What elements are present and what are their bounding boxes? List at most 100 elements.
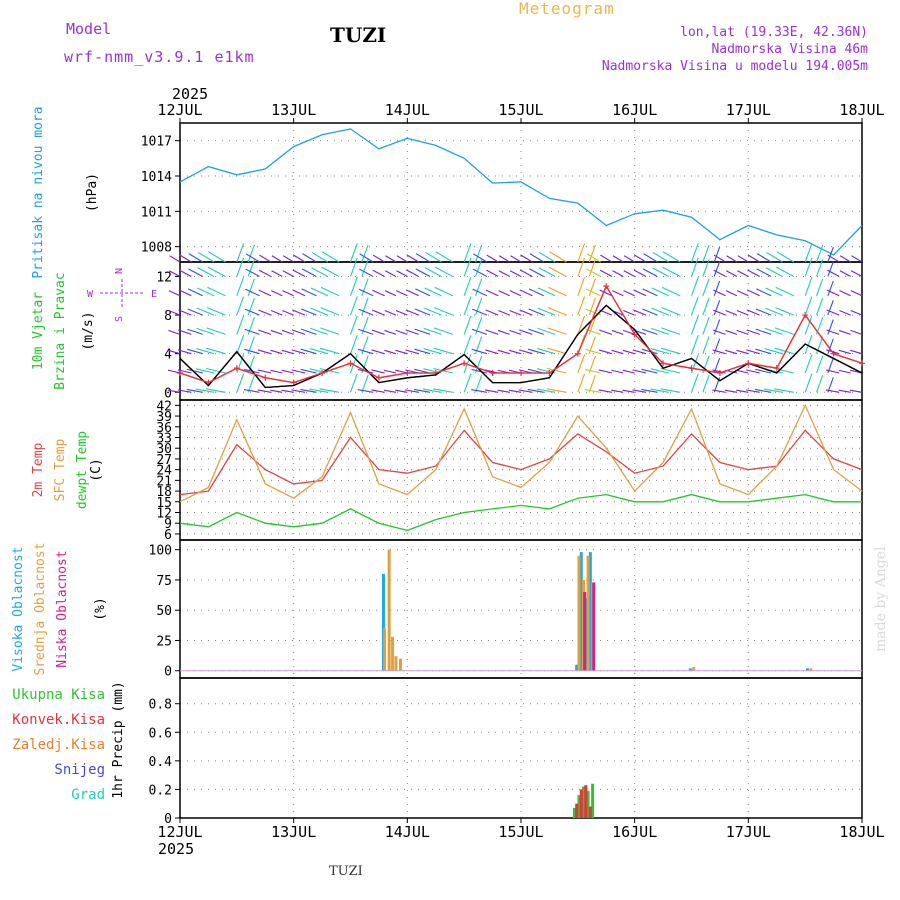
wind-arrow [600, 254, 613, 263]
wind-arrow [300, 348, 317, 355]
wind-arrow [196, 307, 215, 316]
wind-arrow [538, 251, 556, 263]
compass-n-label: N [114, 268, 125, 274]
wind-arrow [661, 327, 681, 335]
y-tick-label: 0.8 [149, 698, 172, 713]
wind-arrow [498, 290, 510, 297]
wind-arrow [641, 328, 658, 335]
wind-arrow [291, 389, 306, 393]
y-axis-label: (C) [89, 458, 104, 481]
wind-arrow [660, 347, 681, 355]
wind-arrow [804, 257, 813, 277]
wind-arrow [546, 388, 567, 393]
wind-arrow [826, 369, 840, 374]
wind-arrow [641, 348, 658, 355]
wind-arrow [302, 253, 317, 263]
wind-arrow [538, 267, 556, 277]
wind-arrow [650, 348, 669, 355]
wind-arrow [588, 317, 596, 335]
wind-arrow [850, 270, 863, 277]
wind-arrow [509, 309, 522, 316]
panel-frame [179, 539, 863, 679]
wind-arrow [179, 254, 192, 263]
wind-arrow [713, 261, 721, 277]
series-line-sfc-temp [179, 403, 863, 503]
wind-arrow [372, 269, 385, 277]
wind-arrow [463, 257, 472, 277]
wind-arrow [756, 268, 772, 277]
wind-arrow [736, 389, 749, 393]
wind-arrow [206, 347, 226, 355]
wind-arrow [371, 369, 385, 374]
meteogram-title: Meteogram [519, 0, 615, 18]
bar-konvek.kisa [579, 789, 583, 818]
wind-arrow [599, 289, 613, 297]
wind-arrow [384, 349, 397, 355]
wind-arrow [473, 253, 488, 263]
wind-arrow [509, 270, 522, 277]
wind-arrow [310, 307, 328, 316]
wind-arrow [632, 349, 647, 355]
wind-arrow [826, 309, 840, 316]
wind-arrow [736, 349, 749, 355]
y-tick-label: 12 [156, 270, 172, 285]
wind-arrow [850, 309, 863, 316]
wind-arrow [168, 309, 181, 316]
wind-arrow [300, 368, 317, 374]
bar-srednja-oblacnost [577, 555, 581, 671]
wind-arrow [586, 253, 601, 263]
wind-arrow [196, 348, 215, 355]
wind-arrow [271, 255, 283, 263]
x-tick-label-bottom: 15JUL [498, 823, 543, 841]
wind-arrow [702, 278, 710, 296]
wind-gust-line [179, 284, 863, 384]
wind-arrow [257, 389, 272, 393]
y-axis-label: (m/s) [81, 311, 96, 350]
wind-arrow [358, 308, 374, 316]
y-axis-label: Niska Oblacnost [55, 550, 70, 667]
wind-arrow [433, 327, 453, 335]
wind-arrow [652, 251, 670, 263]
wind-arrow [536, 368, 556, 374]
wind-arrow [547, 307, 567, 316]
wind-arrow [463, 315, 472, 335]
wind-arrow [509, 329, 522, 335]
wind-arrow [463, 354, 472, 374]
y-tick-label: 1011 [141, 205, 172, 220]
x-tick-label-top: 17JUL [726, 101, 771, 119]
wind-arrow [548, 266, 567, 277]
wind-arrow [309, 348, 328, 355]
wind-arrow [319, 388, 340, 393]
y-tick-label: 25 [156, 634, 172, 649]
wind-arrow [281, 329, 294, 335]
wind-arrow [485, 349, 499, 355]
y-tick-label: 0 [164, 665, 172, 680]
panel-cloud: 0 25 50 75 100 Visoka Oblacnost Srednja Oblacn… [11, 539, 863, 680]
wind-arrow [281, 349, 294, 355]
wind-arrow [660, 367, 681, 374]
wind-arrow [463, 296, 472, 316]
wind-arrow [611, 369, 624, 374]
wind-arrow [311, 251, 329, 263]
bar-ukupna-kisa [591, 783, 595, 818]
wind-arrow [320, 327, 340, 335]
wind-arrow [361, 244, 369, 263]
bar-srednja-oblacnost [809, 668, 813, 671]
wind-arrow [497, 329, 510, 335]
wind-arrow [349, 334, 358, 354]
wind-arrow [435, 251, 454, 263]
wind-arrow [702, 259, 710, 277]
wind-arrow [623, 270, 635, 277]
wind-arrow [726, 255, 738, 263]
wind-arrow [404, 389, 419, 393]
wind-arrow [713, 319, 721, 335]
wind-arrow [310, 287, 328, 297]
wind-arrow [187, 328, 203, 335]
wind-arrow [270, 349, 283, 355]
wind-arrow [243, 388, 260, 393]
wind-arrow [690, 315, 699, 335]
wind-arrow [839, 255, 851, 263]
wind-arrow [424, 267, 442, 277]
wind-arrow [816, 244, 824, 263]
